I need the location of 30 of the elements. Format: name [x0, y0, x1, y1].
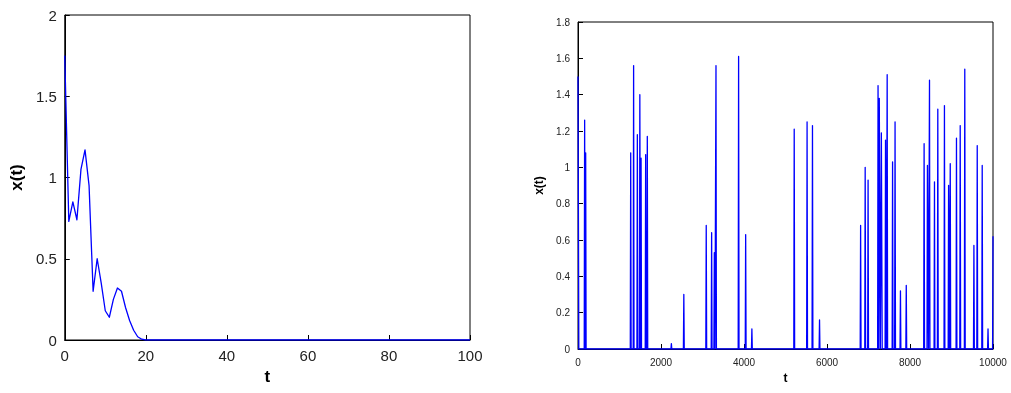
y-tick-label: 0.8: [556, 198, 571, 210]
y-tick-label: 1.5: [35, 87, 57, 105]
y-tick-label: 1.2: [556, 125, 571, 137]
x-tick-label: 100: [457, 347, 483, 364]
y-axis-title: x(t): [532, 176, 547, 195]
x-tick-label: 10000: [979, 356, 1008, 368]
y-tick-label: 0.6: [556, 234, 571, 246]
y-tick-label: 0: [48, 331, 57, 349]
y-tick-label: 1.4: [556, 89, 571, 101]
y-tick-label: 1.8: [556, 16, 571, 28]
x-axis-title: t: [264, 366, 271, 386]
x-tick-label: 6000: [815, 356, 839, 368]
x-tick-label: 2000: [649, 356, 673, 368]
y-tick-label: 1: [48, 169, 57, 186]
y-tick-label: 1: [564, 161, 571, 173]
x-axis-title: t: [783, 370, 788, 385]
x-tick-label: 40: [218, 347, 236, 364]
y-axis-title: x(t): [7, 164, 26, 191]
y-tick-label: 0.4: [556, 270, 571, 282]
x-tick-label: 4000: [732, 356, 756, 368]
x-tick-label: 60: [299, 347, 317, 364]
y-tick-label: 0.5: [35, 250, 57, 268]
x-tick-label: 80: [380, 347, 398, 364]
y-tick-label: 0.2: [556, 307, 571, 319]
x-tick-label: 20: [137, 347, 155, 364]
x-tick-label: 8000: [898, 356, 922, 368]
x-tick-label: 0: [575, 356, 582, 368]
y-tick-label: 1.6: [556, 52, 571, 64]
x-tick-label: 0: [60, 347, 69, 364]
y-tick-label: 2: [48, 6, 57, 24]
